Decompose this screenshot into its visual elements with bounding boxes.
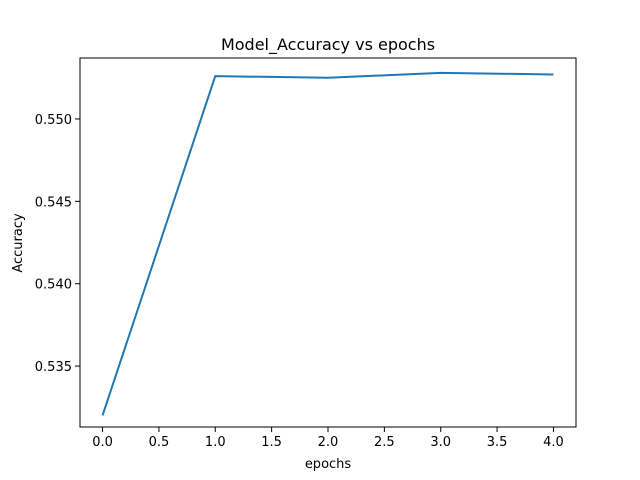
accuracy-series-line (101, 71, 554, 416)
x-tick-label: 1.5 (261, 435, 282, 450)
x-tick-label: 2.5 (374, 435, 395, 450)
x-tick-label: 3.0 (430, 435, 451, 450)
y-tick-label: 0.550 (35, 113, 72, 128)
y-tick-label: 0.545 (35, 195, 72, 210)
x-tick-label: 0.0 (92, 435, 113, 450)
plot-area-border (79, 57, 577, 428)
x-tick-label: 3.5 (487, 435, 508, 450)
chart-title: Model_Accuracy vs epochs (221, 35, 435, 55)
y-tick-label: 0.540 (35, 278, 72, 293)
y-axis-ticks: 0.535 0.540 0.545 0.550 (35, 113, 80, 375)
y-tick-label: 0.535 (35, 360, 72, 375)
plot-frame (79, 57, 577, 428)
x-tick-label: 0.5 (149, 435, 170, 450)
x-tick-label: 4.0 (543, 435, 564, 450)
x-axis-label: epochs (305, 457, 352, 472)
x-tick-label: 2.0 (318, 435, 339, 450)
x-axis-ticks: 0.0 0.5 1.0 1.5 2.0 2.5 3.0 3.5 4.0 (92, 427, 564, 450)
x-tick-label: 1.0 (205, 435, 226, 450)
y-axis-label: Accuracy (11, 213, 26, 273)
series-layer (101, 71, 554, 416)
